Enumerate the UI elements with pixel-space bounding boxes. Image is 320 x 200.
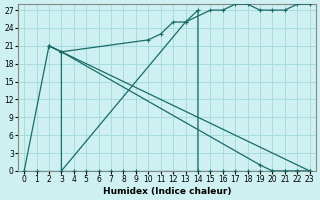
X-axis label: Humidex (Indice chaleur): Humidex (Indice chaleur) bbox=[103, 187, 231, 196]
